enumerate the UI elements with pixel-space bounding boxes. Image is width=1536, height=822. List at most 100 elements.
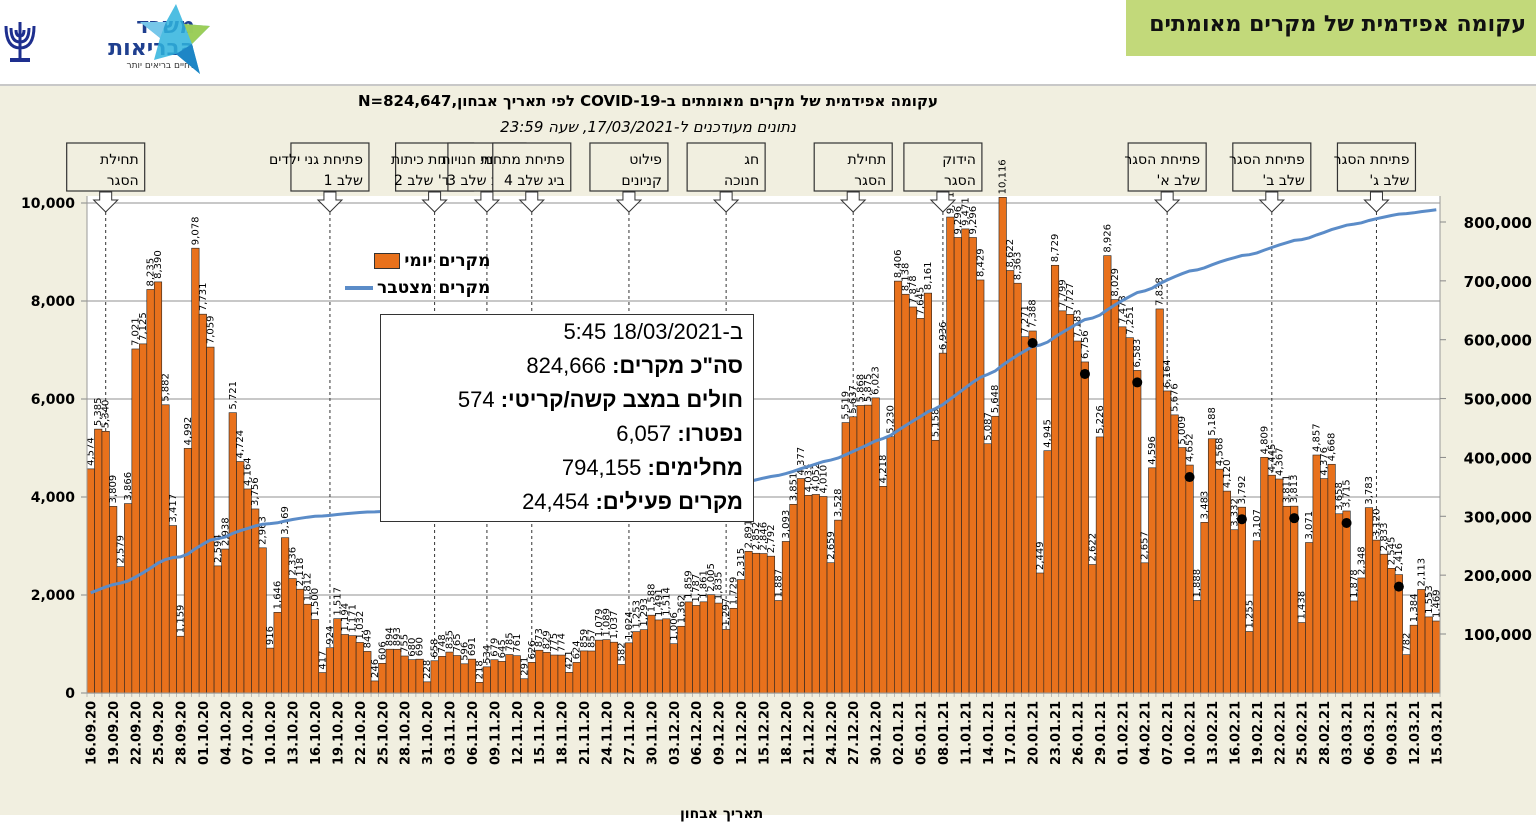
x-tick-label: 21.12.20 — [802, 701, 817, 765]
x-tick-label: 01.02.21 — [1116, 701, 1131, 765]
legend-item-daily: מקרים יומי — [345, 247, 490, 274]
bar — [258, 547, 267, 694]
x-tick-label: 16.02.21 — [1228, 701, 1243, 765]
bar — [1260, 457, 1269, 694]
bar — [206, 346, 215, 694]
x-tick-label: 03.11.20 — [444, 701, 459, 765]
bar — [1402, 654, 1411, 694]
bar — [774, 600, 783, 694]
bar — [1312, 454, 1321, 694]
bar-value-label: 2,852 — [751, 522, 762, 551]
bar — [879, 486, 888, 694]
bar-value-label: 1,500 — [310, 588, 321, 617]
x-tick-label: 17.01.21 — [1004, 701, 1019, 765]
bar-value-label: 8,029 — [1110, 268, 1121, 297]
bar — [1372, 539, 1381, 694]
bar-value-label: 1,878 — [1349, 569, 1360, 598]
y2-tick-label: 500,000 — [1464, 391, 1532, 409]
x-tick-label: 12.11.20 — [511, 701, 526, 765]
down-arrow-icon — [316, 191, 344, 213]
bar-value-label: 7,731 — [198, 283, 209, 312]
bar — [505, 654, 514, 694]
bar-value-label: 4,445 — [1267, 444, 1278, 473]
daily-marker — [1236, 514, 1247, 525]
bar-value-label: 3,528 — [833, 488, 844, 517]
x-tick-label: 25.02.21 — [1296, 701, 1311, 765]
x-tick-label: 31.10.20 — [421, 701, 436, 765]
bar-value-label: 3,866 — [123, 472, 134, 501]
bar — [288, 578, 297, 694]
event-label-line2: שלב א' — [1157, 173, 1201, 189]
event-label-line1: תחילת — [100, 152, 139, 168]
x-tick-label: 18.12.20 — [780, 701, 795, 765]
event-annotation: תחילת הסגר — [813, 142, 893, 213]
event-label-line2: הסגר — [944, 173, 976, 189]
daily-marker — [1341, 517, 1352, 528]
bar — [841, 422, 850, 694]
bar-value-label: 534 — [482, 645, 493, 664]
bar — [1013, 282, 1022, 694]
bar-value-label: 5,721 — [228, 381, 239, 410]
bar-value-label: 2,833 — [1379, 523, 1390, 552]
x-tick-label: 15.12.20 — [758, 701, 773, 765]
x-tick-label: 09.03.21 — [1385, 701, 1400, 765]
bar-value-label: 3,809 — [108, 475, 119, 504]
bar-value-label: 4,668 — [1327, 433, 1338, 462]
x-tick-label: 22.09.20 — [130, 701, 145, 765]
bar — [101, 431, 110, 694]
bar-value-label: 835 — [445, 630, 456, 649]
bar — [991, 415, 1000, 694]
x-tick-label: 24.12.20 — [825, 701, 840, 765]
bar-value-label: 596 — [459, 642, 470, 661]
bar-value-label: 246 — [370, 659, 381, 678]
bar-value-label: 4,809 — [1259, 426, 1270, 455]
summary-row-severe: חולים במצב קשה/קריטי: 574 — [381, 383, 753, 417]
bar-value-label: 1,089 — [602, 608, 613, 637]
bar-value-label: 2,846 — [759, 522, 770, 551]
bar — [1058, 310, 1067, 694]
bar — [1320, 478, 1329, 694]
bar-value-label: 893 — [392, 627, 403, 646]
event-annotation: פתיחת הסגר שלב ג' — [1334, 142, 1417, 213]
bar-value-label: 7,271 — [1020, 305, 1031, 334]
bar-value-label: 1,588 — [646, 584, 657, 613]
down-arrow-icon — [839, 191, 867, 213]
bar-value-label: 7,799 — [1058, 279, 1069, 308]
bar-value-label: 3,093 — [781, 510, 792, 539]
daily-marker — [1027, 337, 1038, 348]
bar-value-label: 1,297 — [721, 598, 732, 627]
bar-value-label: 3,783 — [1364, 476, 1375, 505]
bar-value-label: 2,118 — [295, 558, 306, 587]
bar-value-label: 7,388 — [1028, 299, 1039, 328]
bar-value-label: 606 — [377, 641, 388, 660]
x-tick-label: 28.10.20 — [399, 701, 414, 765]
bar-value-label: 4,035 — [803, 464, 814, 493]
event-annotation: פילוט קניונים — [589, 142, 669, 213]
bar-value-label: 2,657 — [1140, 531, 1151, 560]
x-tick-label: 20.01.21 — [1027, 701, 1042, 765]
bar-value-label: 8,161 — [923, 261, 934, 290]
daily-marker — [1289, 513, 1300, 524]
y-tick-label: 10,000 — [21, 196, 75, 212]
bar-value-label: 3,715 — [1342, 479, 1353, 508]
bar — [983, 443, 992, 694]
bar — [460, 663, 469, 694]
x-tick-label: 26.01.21 — [1071, 701, 1086, 765]
bar — [139, 343, 148, 694]
bar — [1036, 572, 1045, 694]
event-box — [903, 142, 983, 192]
bar-value-label: 2,545 — [1386, 537, 1397, 566]
bar-value-label: 6,756 — [1080, 330, 1091, 359]
bar-value-label: 1,171 — [347, 604, 358, 633]
bar — [475, 682, 484, 694]
bar-value-label: 3,332 — [1229, 498, 1240, 527]
bar-value-label: 1,362 — [676, 595, 687, 624]
daily-marker — [1079, 368, 1090, 379]
bar-value-label: 2,622 — [1087, 533, 1098, 562]
bar — [1006, 270, 1015, 694]
bar-value-label: 2,449 — [1035, 541, 1046, 570]
bar-value-label: 1,438 — [1297, 591, 1308, 620]
event-label-line2: שלב ב' — [1262, 173, 1304, 189]
event-label-line1: הידוק — [942, 152, 976, 168]
bar — [1050, 264, 1060, 694]
